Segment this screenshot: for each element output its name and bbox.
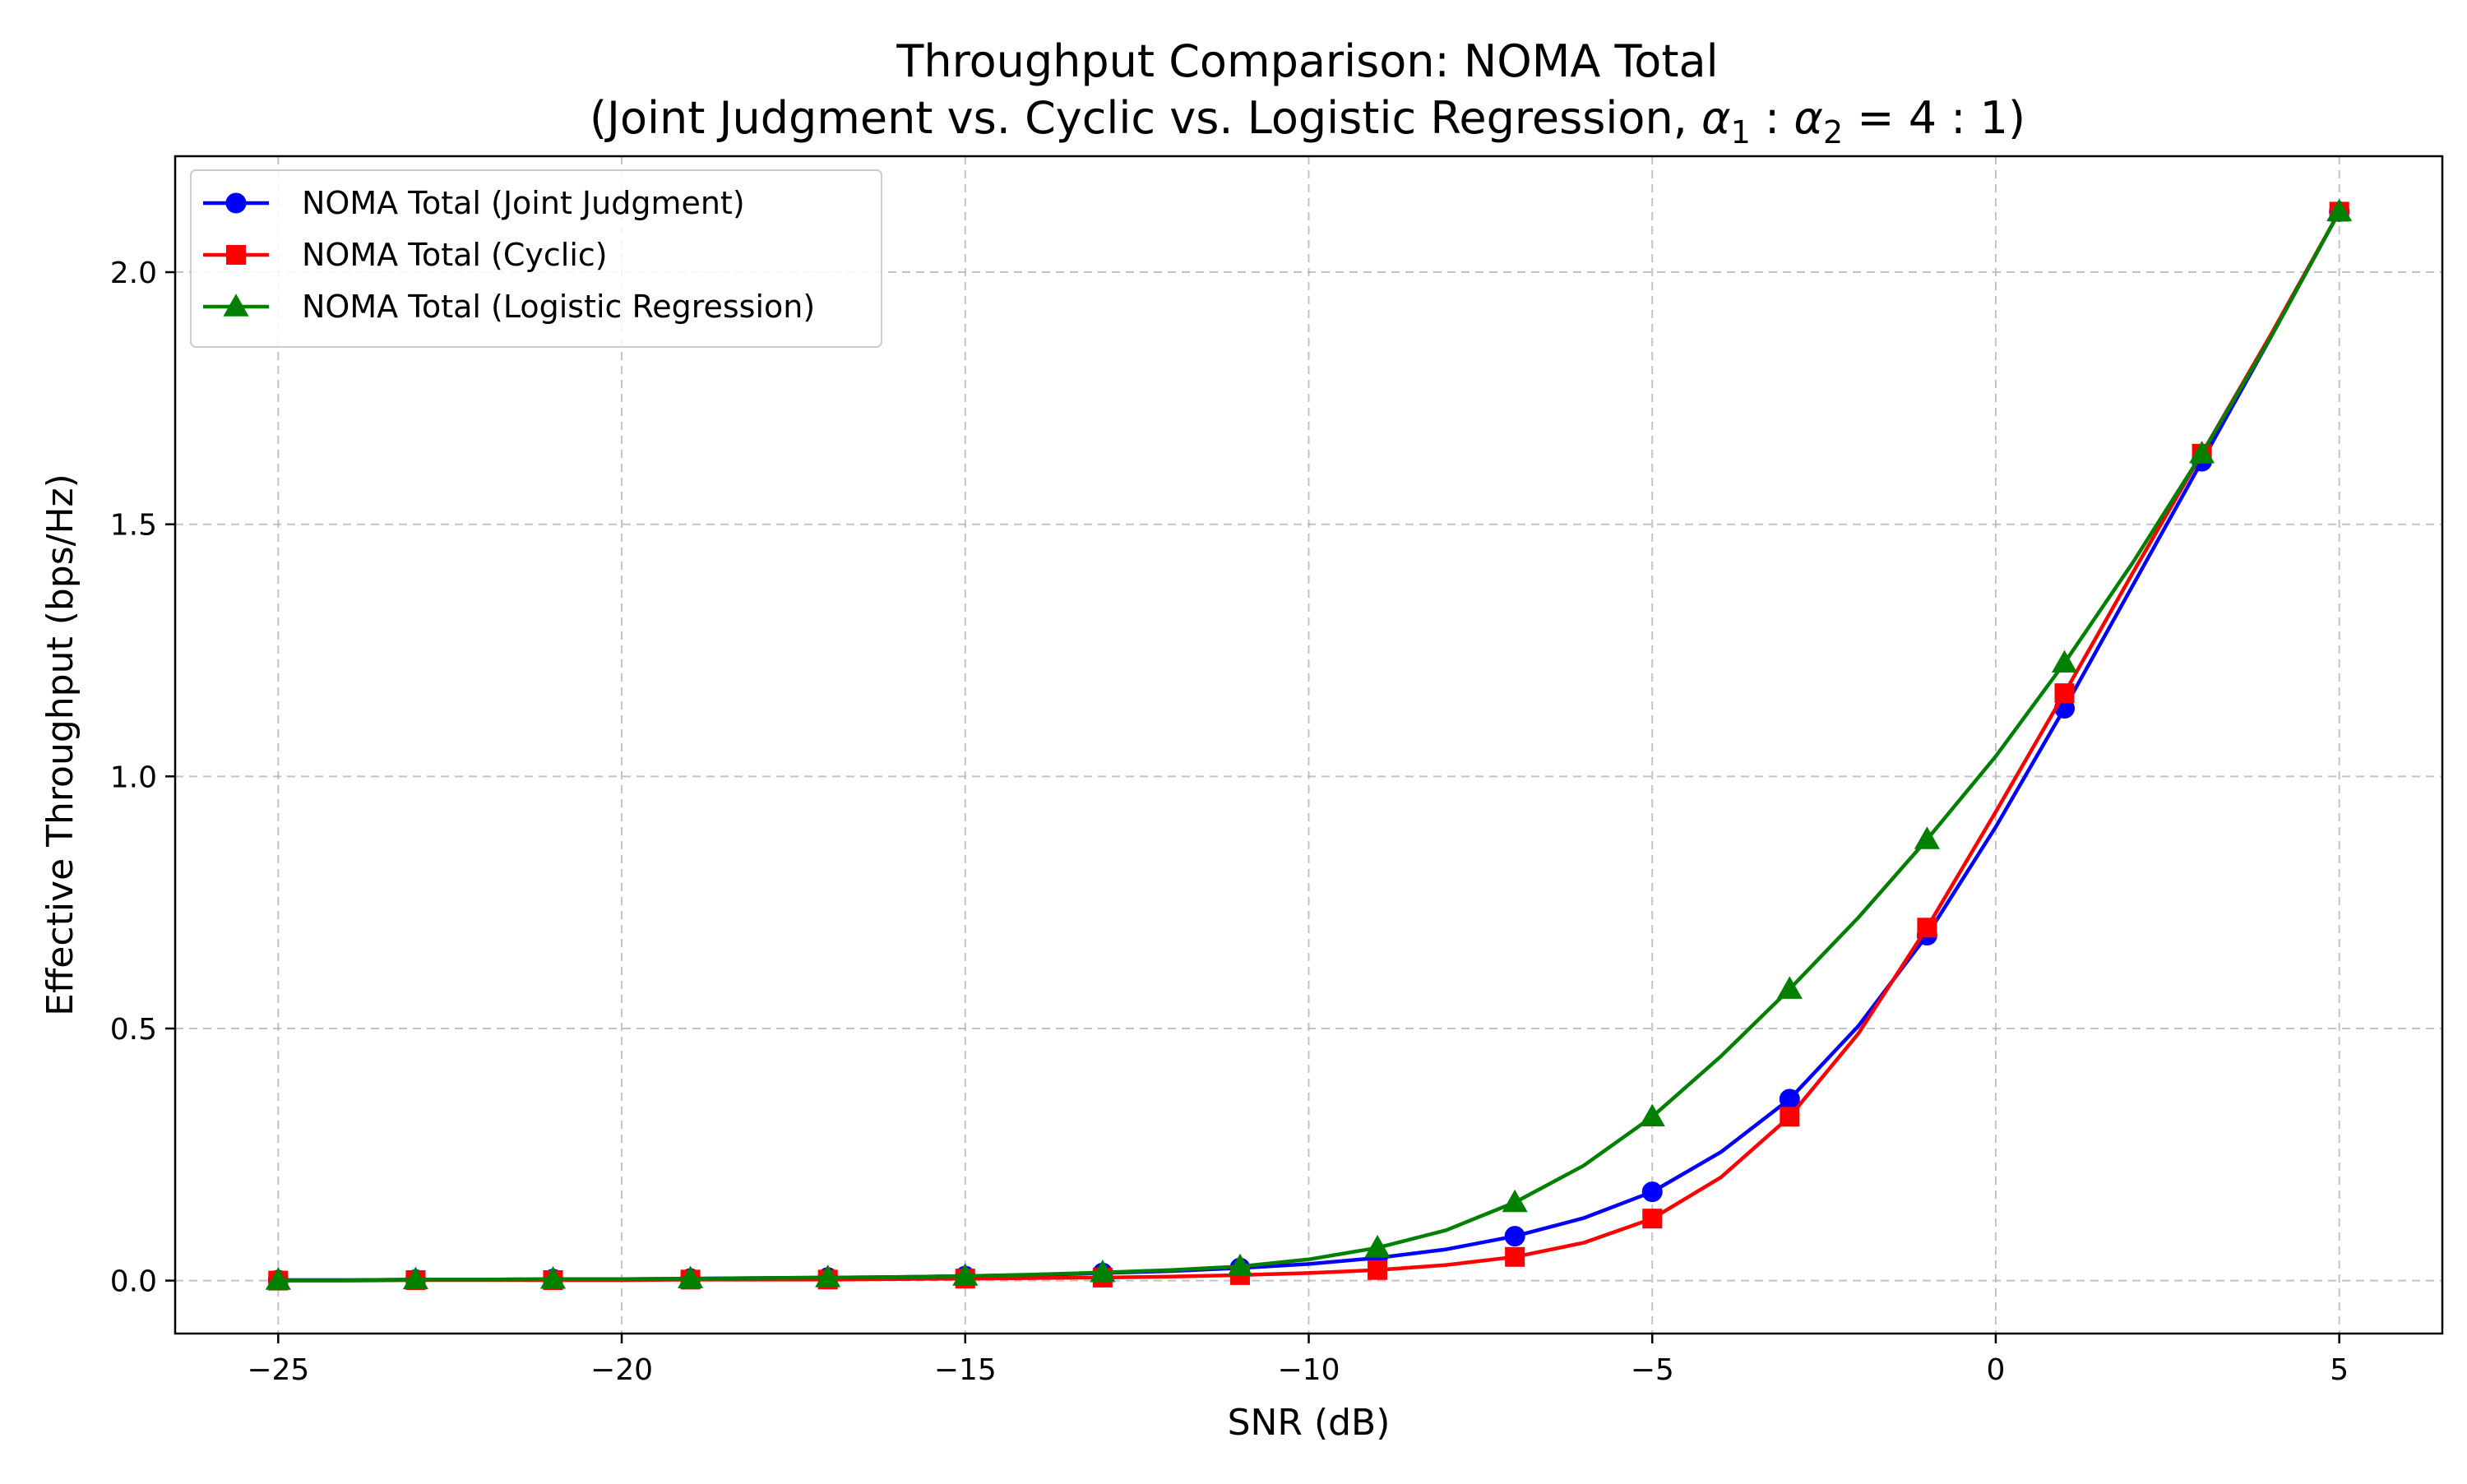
legend-marker-icon [225,192,247,214]
y-axis-label: Effective Throughput (bps/Hz) [39,474,81,1016]
data-point [1364,1235,1391,1258]
y-tick-label: 1.5 [110,509,157,543]
data-point [2054,683,2075,704]
data-point [1090,1260,1116,1283]
data-point [1780,1107,1800,1127]
data-point [1642,1209,1663,1229]
data-point [815,1264,841,1288]
legend-item: NOMA Total (Joint Judgment) [203,185,745,221]
series-line [278,210,2341,1283]
chart-title: Throughput Comparison: NOMA Total [896,35,1718,87]
legend-marker-icon [223,294,249,317]
subtitle-part: = 4 : 1) [1843,92,2025,144]
x-tick-label: −25 [247,1353,309,1387]
legend: NOMA Total (Joint Judgment) NOMA Total (C… [190,169,882,348]
x-tick-label: −5 [1631,1353,1674,1387]
data-point [2051,650,2078,673]
data-point [265,1267,291,1290]
subtitle-part: α [1701,92,1731,144]
subtitle-part: (Joint Judgment vs. Cyclic vs. Logistic … [590,92,1701,144]
subtitle-part: α [1794,92,1823,144]
data-point [1641,1181,1663,1203]
data-point [1502,1189,1528,1213]
data-point [1914,826,1940,849]
data-point [2189,441,2215,464]
x-tick-label: 0 [1987,1353,2006,1387]
data-point [1227,1253,1253,1277]
y-tick-label: 0.0 [110,1265,157,1299]
x-tick-label: −20 [590,1353,653,1387]
subtitle-part: 1 [1731,114,1751,150]
data-point [539,1266,567,1289]
legend-item: NOMA Total (Logistic Regression) [203,289,815,325]
data-point [402,1266,428,1290]
x-axis-label: SNR (dB) [1228,1402,1391,1444]
data-point [1639,1103,1665,1126]
data-point [1917,918,1937,938]
chart-subtitle: (Joint Judgment vs. Cyclic vs. Logistic … [590,92,2025,150]
x-tick-label: −10 [1278,1353,1340,1387]
x-tick-label: −15 [934,1353,997,1387]
legend-label: NOMA Total (Cyclic) [302,237,608,273]
y-tick-label: 0.5 [110,1013,157,1047]
x-tick-label: 5 [2330,1353,2349,1387]
y-tick-label: 1.0 [110,760,157,794]
legend-box [190,169,882,348]
y-tick-label: 2.0 [110,257,157,290]
data-point [678,1265,704,1288]
legend-label: NOMA Total (Logistic Regression) [302,289,815,325]
series-layer [265,198,2353,1291]
subtitle-part: 2 [1823,114,1843,150]
data-point [1368,1260,1388,1280]
data-point [1505,1246,1525,1267]
series-3 [265,198,2353,1290]
legend-item: NOMA Total (Cyclic) [203,237,608,273]
data-point [952,1263,979,1286]
data-point [1504,1226,1525,1247]
data-point [1776,976,1803,999]
legend-label: NOMA Total (Joint Judgment) [302,185,745,221]
legend-marker-icon [226,245,246,265]
subtitle-part: : [1751,92,1794,144]
data-point [2326,198,2353,222]
axis-ticks: −25 −20 −15 −10 −5 0 5 0.0 0.5 1.0 1.5 2.0 [110,257,2349,1387]
